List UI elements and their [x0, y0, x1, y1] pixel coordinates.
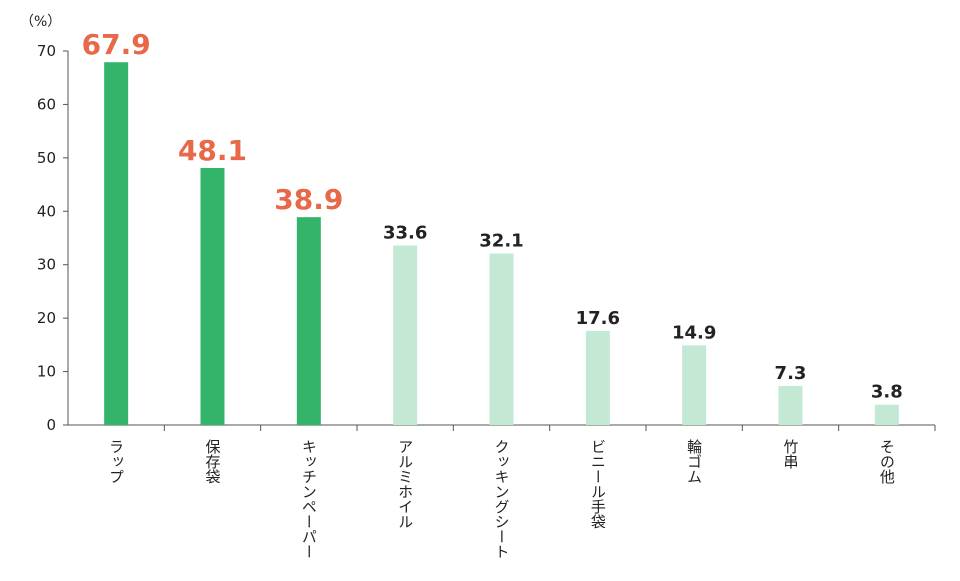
value-label-2: 48.1: [178, 134, 247, 167]
y-tick-label: 60: [37, 95, 56, 113]
value-label-7: 14.9: [672, 322, 716, 343]
category-label-9: その他: [878, 439, 896, 485]
category-label-1: ラップ: [107, 439, 125, 484]
value-label-1: 67.9: [82, 28, 151, 61]
category-label-8: 竹串: [782, 439, 800, 469]
bar-5: [489, 253, 514, 425]
y-tick-label: 30: [37, 256, 56, 274]
bar-1: [104, 62, 129, 425]
bar-4: [393, 245, 418, 425]
y-tick-label: 0: [46, 416, 56, 434]
value-label-4: 33.6: [383, 222, 427, 243]
value-label-6: 17.6: [576, 308, 620, 329]
y-tick-label: 10: [37, 363, 56, 381]
bar-8: [778, 385, 803, 425]
bar-2: [200, 168, 225, 425]
y-tick-label: 20: [37, 309, 56, 327]
category-label-3: キッチンペーパー: [300, 439, 318, 559]
category-label-5: クッキングシート: [493, 439, 511, 559]
category-label-2: 保存袋: [204, 439, 222, 484]
bar-9: [874, 404, 899, 425]
category-label-6: ビニール手袋: [589, 439, 607, 529]
y-tick-label: 70: [37, 42, 56, 60]
bar-7: [682, 345, 707, 425]
bar-layer: [104, 62, 899, 425]
bar-6: [585, 330, 610, 425]
category-label-4: アルミホイル: [396, 439, 414, 529]
y-unit-label: （%）: [20, 14, 61, 30]
value-label-9: 3.8: [871, 382, 903, 403]
y-tick-label: 50: [37, 149, 56, 167]
category-label-7: 輪ゴム: [685, 439, 703, 484]
label-layer: 67.9 ラップ 48.1 保存袋 38.9 キッチンペーパー 33.6 アルミホイル 32.1…: [82, 28, 903, 559]
value-label-3: 38.9: [274, 183, 343, 216]
y-tick-label: 40: [37, 202, 56, 220]
value-label-8: 7.3: [775, 363, 807, 384]
value-label-5: 32.1: [479, 230, 523, 251]
bar-3: [296, 217, 321, 425]
